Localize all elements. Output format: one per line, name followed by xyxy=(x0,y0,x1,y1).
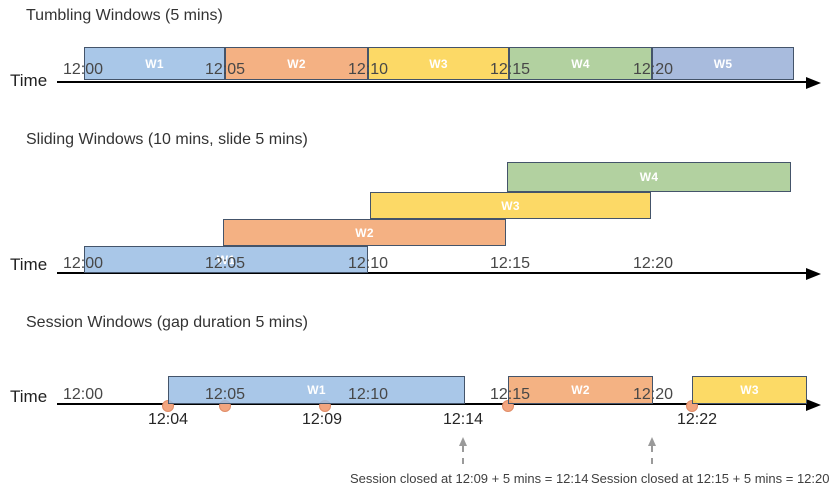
sliding-tick-12-05: 12:05 xyxy=(204,255,246,272)
session-closed-annotation-1: Session closed at 12:09 + 5 mins = 12:14 xyxy=(350,471,589,486)
session-window-w3: W3 xyxy=(692,376,807,404)
arrow-right-icon xyxy=(806,268,821,280)
tumbling-tick-12-05: 12:05 xyxy=(204,61,246,78)
window-label: W3 xyxy=(501,198,520,213)
arrow-right-icon xyxy=(806,77,821,89)
tumbling-window-w4: W4 xyxy=(509,47,652,80)
sliding-timeline xyxy=(57,272,807,274)
event-time-12-04: 12:04 xyxy=(147,411,189,428)
tumbling-tick-12-15: 12:15 xyxy=(489,61,531,78)
window-label: W1 xyxy=(145,56,164,71)
tumbling-section-title: Tumbling Windows (5 mins) xyxy=(26,7,223,24)
dashed-callout-line xyxy=(651,446,653,464)
session-section-title: Session Windows (gap duration 5 mins) xyxy=(26,314,308,331)
window-label: W2 xyxy=(571,383,590,397)
sliding-window-w4: W4 xyxy=(507,162,791,192)
window-label: W3 xyxy=(740,383,759,397)
window-label: W1 xyxy=(307,383,326,397)
window-label: W3 xyxy=(429,56,448,71)
dashed-callout-line xyxy=(462,446,464,464)
sliding-window-w3: W3 xyxy=(370,192,651,219)
session-closed-annotation-2: Session closed at 12:15 + 5 mins = 12:20 xyxy=(591,471,829,486)
session-tick-12-05: 12:05 xyxy=(204,386,246,403)
tumbling-axis-label: Time xyxy=(10,71,48,90)
session-tick-12-15: 12:15 xyxy=(489,386,531,403)
sliding-window-w1: W1 xyxy=(84,246,368,273)
tumbling-window-w5: W5 xyxy=(652,47,794,80)
tumbling-window-w2: W2 xyxy=(225,47,368,80)
sliding-axis-label: Time xyxy=(10,255,48,274)
tumbling-timeline xyxy=(57,81,807,83)
sliding-tick-12-20: 12:20 xyxy=(632,255,674,272)
session-window-w1: W1 xyxy=(168,376,465,404)
session-tick-12-00: 12:00 xyxy=(62,386,104,403)
sliding-tick-12-15: 12:15 xyxy=(489,255,531,272)
window-label: W4 xyxy=(571,56,590,71)
sliding-section-title: Sliding Windows (10 mins, slide 5 mins) xyxy=(26,131,308,148)
tumbling-window-w3: W3 xyxy=(368,47,509,80)
window-label: W2 xyxy=(355,225,374,240)
session-axis-label: Time xyxy=(10,387,48,406)
sliding-tick-12-10: 12:10 xyxy=(347,255,389,272)
arrow-up-icon xyxy=(459,437,467,446)
sliding-window-w2: W2 xyxy=(223,219,506,246)
sliding-tick-12-00: 12:00 xyxy=(62,255,104,272)
arrow-up-icon xyxy=(648,437,656,446)
window-label: W1 xyxy=(216,252,236,267)
session-tick-12-20: 12:20 xyxy=(632,386,674,403)
event-time-12-14: 12:14 xyxy=(442,411,484,428)
session-window-w2: W2 xyxy=(508,376,653,404)
tumbling-window-w1: W1 xyxy=(84,47,225,80)
tumbling-tick-12-10: 12:10 xyxy=(347,61,389,78)
window-label: W5 xyxy=(713,56,733,71)
session-timeline xyxy=(57,403,807,405)
arrow-right-icon xyxy=(806,399,821,411)
tumbling-tick-12-20: 12:20 xyxy=(632,61,674,78)
event-time-12-09: 12:09 xyxy=(301,411,343,428)
window-label: W2 xyxy=(287,56,306,71)
event-time-12-22: 12:22 xyxy=(676,411,718,428)
tumbling-tick-12-00: 12:00 xyxy=(62,61,104,78)
session-tick-12-10: 12:10 xyxy=(347,386,389,403)
window-label: W4 xyxy=(639,170,659,184)
